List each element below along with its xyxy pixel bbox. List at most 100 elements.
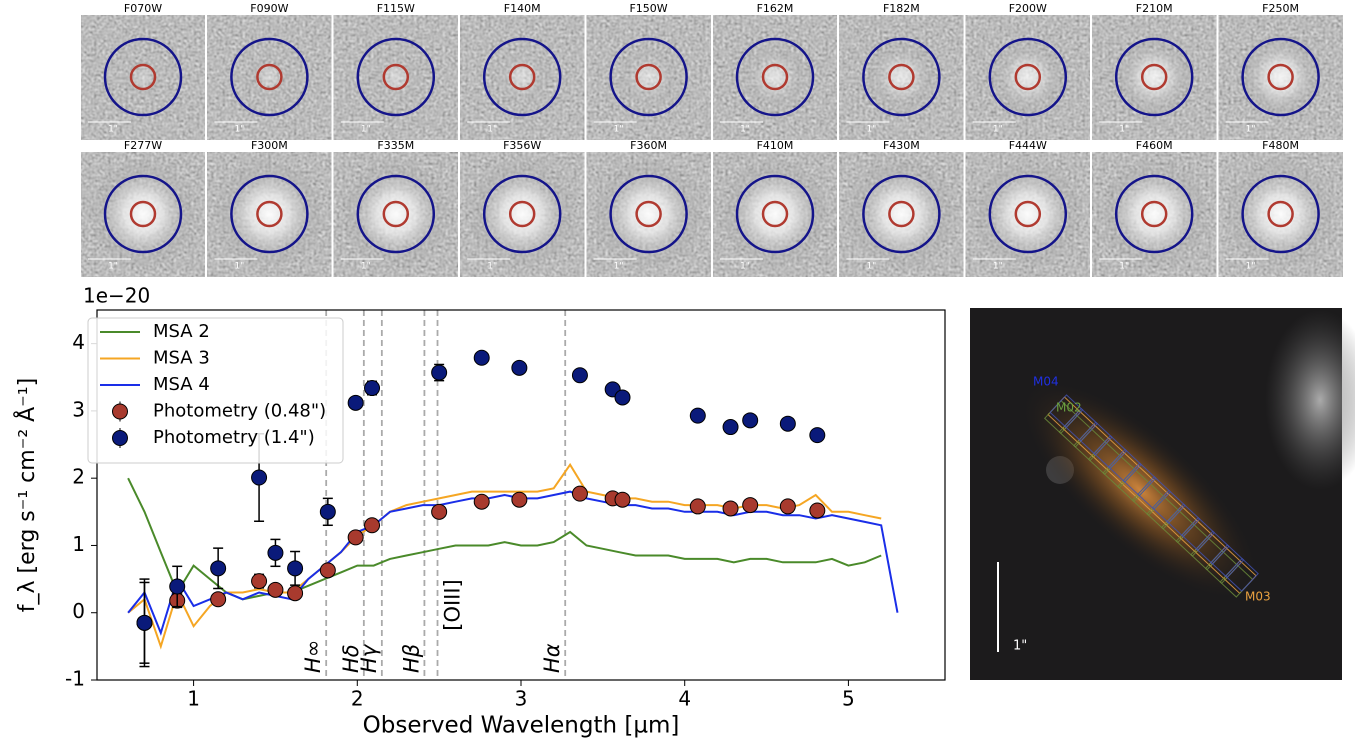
photometry-point — [511, 359, 528, 376]
aperture-small — [888, 63, 915, 91]
photometry-point — [287, 560, 304, 577]
filter-label: F070W — [124, 2, 162, 15]
slit-label: M02 — [1056, 401, 1082, 415]
photometry-point — [511, 491, 528, 508]
scale-label: 1" — [614, 262, 624, 272]
scale-label: 1" — [108, 262, 118, 272]
aperture-small — [761, 200, 789, 228]
filter-label: F360M — [630, 139, 667, 152]
cutout: 1" F277W — [81, 139, 205, 277]
slit — [1166, 503, 1201, 538]
offset-label: 1e−20 — [83, 284, 150, 308]
plot-content — [127, 349, 899, 668]
filter-label: F200W — [1009, 2, 1047, 15]
aperture-small — [129, 200, 157, 228]
source-glow — [1114, 37, 1195, 117]
aperture-large — [1114, 174, 1194, 254]
aperture-large — [988, 37, 1068, 117]
filter-label: F335M — [377, 139, 414, 152]
aperture-large — [1114, 37, 1194, 117]
filter-label: F460M — [1136, 139, 1173, 152]
scale-label: 1" — [614, 125, 624, 135]
source-glow — [618, 47, 679, 107]
photometry-point — [251, 469, 268, 486]
x-tick-label: 4 — [678, 687, 691, 711]
emission-line-label: Hβ — [399, 644, 423, 673]
composite-image: M04 M02 M03 1" — [970, 308, 1355, 680]
slits — [1043, 394, 1259, 598]
emission-line-label: H∞ — [301, 640, 325, 673]
cutout: 1" F444W — [965, 139, 1090, 277]
aperture-large — [356, 174, 436, 254]
filter-label: F480M — [1262, 139, 1299, 152]
cutout: 1" F410M — [713, 139, 837, 277]
scale-label: 1" — [740, 262, 750, 272]
photometry-point — [431, 364, 448, 381]
filter-label: F150W — [629, 2, 667, 15]
photometry-point — [689, 498, 706, 515]
cutout: 1" F300M — [207, 139, 332, 277]
slit-label: M04 — [1033, 375, 1059, 389]
source-glow — [1238, 34, 1324, 120]
legend-label: MSA 4 — [153, 374, 210, 395]
aperture-large — [482, 37, 562, 117]
photometry-point — [473, 349, 490, 366]
slit — [1181, 516, 1215, 551]
scale-label: 1" — [866, 125, 876, 135]
x-tick-label: 1 — [187, 687, 200, 711]
aperture-small — [635, 200, 662, 228]
slit — [1137, 476, 1172, 511]
filter-label: F162M — [757, 2, 794, 15]
filter-label: F410M — [757, 139, 794, 152]
emission-line-label: Hα — [540, 643, 564, 673]
filter-label: F430M — [883, 139, 920, 152]
photometry-point — [267, 544, 284, 561]
cutout: 1" F335M — [333, 139, 458, 277]
filter-label: F300M — [251, 139, 288, 152]
y-tick-label: 1 — [72, 532, 85, 556]
target-galaxy — [1022, 381, 1258, 599]
spectrum-line — [127, 477, 882, 601]
photometry-point — [689, 407, 706, 424]
scale-label: 1" — [1119, 125, 1129, 135]
source-glow — [866, 42, 937, 112]
aperture-large — [735, 37, 815, 117]
scale-label: 1" — [866, 262, 876, 272]
legend: MSA 2 MSA 3 MSA 4 Photometry (0.48") Photome… — [87, 317, 344, 464]
cutouts: 1" F070W 1" F090W 1" F115W 1" F140M 1" F150W 1" F16… — [81, 2, 1343, 277]
aperture-large — [862, 37, 941, 117]
photometry-point — [614, 389, 631, 406]
cutout: 1" F090W — [207, 2, 332, 140]
photometry-point — [614, 491, 631, 508]
filter-label: F250M — [1262, 2, 1299, 15]
aperture-small — [635, 63, 662, 91]
y-tick-label: 2 — [72, 465, 85, 489]
y-axis-label: f_λ [erg s⁻¹ cm⁻² Å⁻¹] — [13, 378, 40, 612]
source-glow — [494, 49, 550, 105]
scale-label: 1" — [1013, 639, 1027, 654]
filter-label: F115W — [377, 2, 415, 15]
scale-label: 1" — [487, 262, 497, 272]
photometry-point — [169, 578, 186, 595]
scale-label: 1" — [234, 125, 244, 135]
slit — [1122, 462, 1157, 497]
aperture-large — [609, 174, 688, 254]
emission-line-label: Hδ — [339, 644, 363, 673]
legend-marker — [112, 403, 128, 420]
source-glow — [246, 54, 292, 100]
aperture-small — [508, 200, 536, 228]
slit — [1151, 489, 1186, 524]
neighbor-galaxy — [1265, 310, 1355, 490]
slit — [1210, 544, 1245, 579]
aperture-large — [230, 37, 309, 117]
aperture-small — [1267, 200, 1294, 228]
aperture-small — [382, 63, 410, 91]
cutout: 1" F140M — [460, 2, 585, 140]
slit — [1078, 421, 1113, 456]
source-glow — [370, 52, 421, 102]
photometry-point — [319, 503, 336, 520]
x-axis-label: Observed Wavelength [µm] — [363, 713, 680, 739]
x-tick-label: 2 — [351, 687, 364, 711]
scale-label: 1" — [361, 125, 371, 135]
aperture-large — [862, 174, 941, 254]
